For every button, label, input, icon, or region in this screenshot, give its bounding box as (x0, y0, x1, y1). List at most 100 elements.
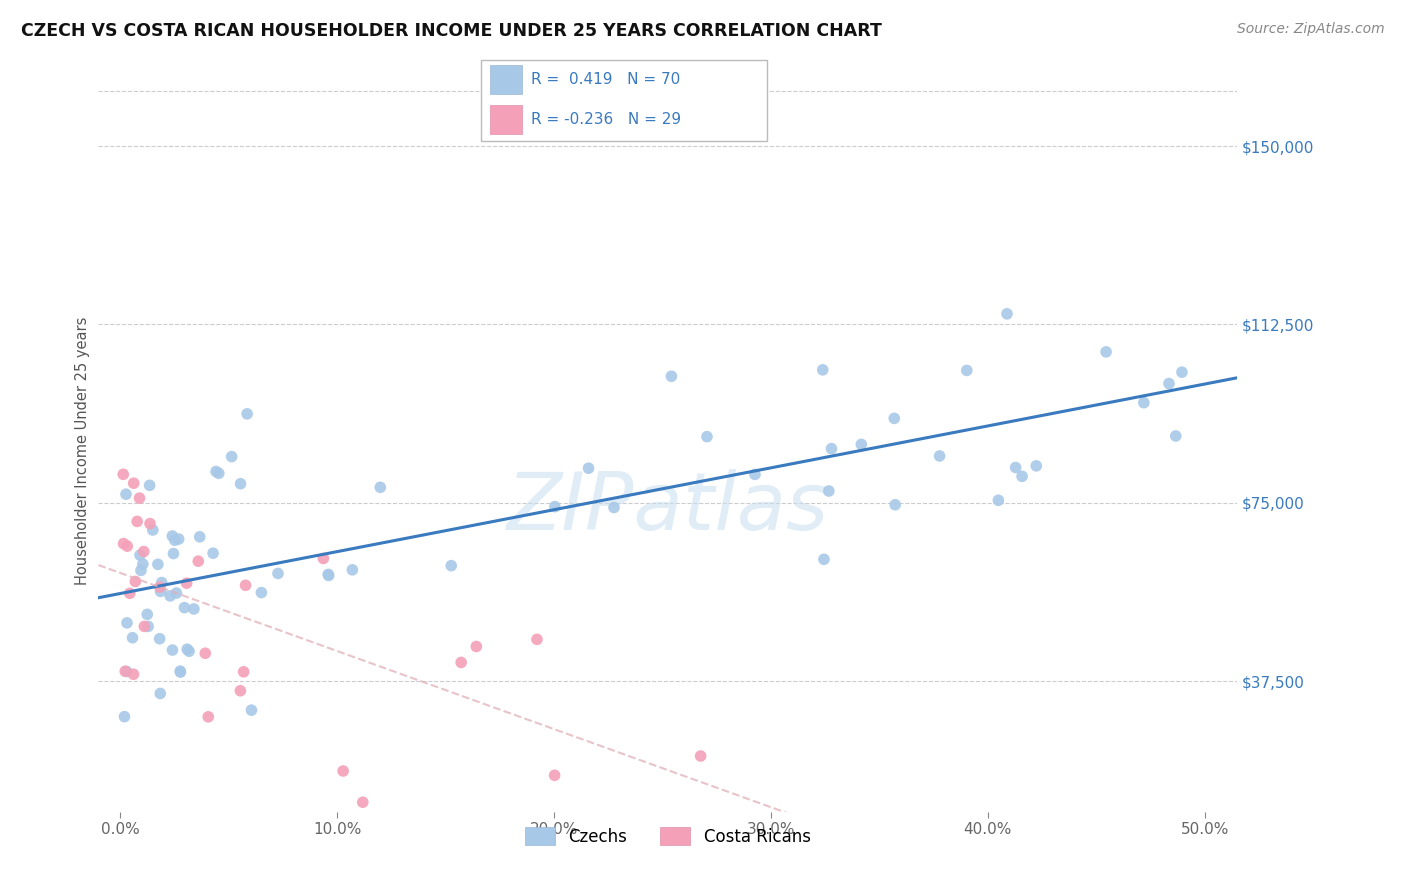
Point (342, 563, 364, 577)
Point (1133, 395, 1156, 409)
Point (603, 500, 626, 515)
Point (122, 667, 145, 681)
Point (544, 500, 567, 514)
Point (689, 749, 711, 764)
Point (136, 619, 159, 633)
Text: Source: ZipAtlas.com: Source: ZipAtlas.com (1237, 22, 1385, 37)
Point (149, 632, 172, 646)
Point (159, 589, 181, 603)
Point (221, 450, 243, 464)
Point (188, 530, 211, 544)
Text: ZIPatlas: ZIPatlas (506, 469, 830, 548)
Point (183, 602, 205, 616)
Point (122, 476, 145, 491)
Point (117, 539, 139, 553)
Point (267, 566, 290, 581)
Point (132, 557, 155, 571)
Point (956, 363, 979, 377)
Point (236, 407, 259, 421)
Point (150, 575, 173, 590)
FancyBboxPatch shape (481, 60, 768, 141)
Point (987, 493, 1010, 508)
Point (173, 600, 195, 615)
Point (817, 483, 839, 498)
Point (115, 487, 138, 501)
Point (112, 467, 135, 482)
Point (316, 567, 339, 582)
Point (129, 563, 152, 577)
Point (1011, 469, 1033, 483)
Point (124, 574, 146, 589)
Point (114, 664, 136, 678)
Point (744, 467, 766, 482)
Point (128, 491, 150, 505)
Point (440, 558, 463, 573)
Point (229, 476, 252, 491)
Text: CZECH VS COSTA RICAN HOUSEHOLDER INCOME UNDER 25 YEARS CORRELATION CHART: CZECH VS COSTA RICAN HOUSEHOLDER INCOME … (21, 22, 882, 40)
Point (149, 584, 172, 599)
Point (465, 640, 488, 654)
Point (883, 411, 905, 425)
Y-axis label: Householder Income Under 25 years: Householder Income Under 25 years (75, 317, 90, 584)
Text: R = -0.236   N = 29: R = -0.236 N = 29 (531, 112, 682, 128)
Point (115, 615, 138, 630)
Point (229, 683, 252, 698)
Point (179, 644, 201, 658)
Point (318, 568, 340, 582)
Point (139, 516, 162, 531)
Point (114, 709, 136, 723)
Point (250, 585, 273, 599)
Point (138, 478, 160, 492)
Point (167, 532, 190, 546)
Point (149, 580, 172, 594)
Text: R =  0.419   N = 70: R = 0.419 N = 70 (531, 71, 681, 87)
Point (142, 523, 165, 537)
Point (202, 546, 225, 560)
Point (136, 607, 159, 622)
Point (208, 467, 231, 481)
Point (312, 551, 335, 566)
Point (235, 578, 257, 592)
Point (1157, 376, 1180, 391)
Point (851, 437, 873, 451)
Point (162, 529, 184, 543)
Point (696, 430, 718, 444)
Point (884, 498, 907, 512)
FancyBboxPatch shape (489, 105, 523, 134)
Point (127, 515, 149, 529)
Point (450, 656, 472, 670)
Point (820, 442, 842, 456)
Legend: Czechs, Costa Ricans: Czechs, Costa Ricans (516, 819, 820, 854)
Point (176, 576, 198, 591)
FancyBboxPatch shape (489, 65, 523, 94)
Point (134, 619, 156, 633)
Point (146, 558, 169, 572)
Point (194, 646, 217, 660)
Point (1025, 458, 1047, 473)
Point (162, 643, 184, 657)
Point (543, 768, 565, 782)
Point (1004, 460, 1026, 475)
Point (118, 586, 141, 600)
Point (121, 631, 143, 645)
Point (169, 664, 191, 678)
Point (149, 686, 172, 700)
Point (995, 307, 1018, 321)
Point (165, 586, 187, 600)
Point (205, 465, 228, 479)
Point (176, 642, 198, 657)
Point (132, 544, 155, 558)
Point (811, 363, 834, 377)
Point (578, 461, 600, 475)
Point (115, 665, 138, 679)
Point (197, 710, 219, 724)
Point (661, 369, 683, 384)
Point (240, 703, 263, 717)
Point (1095, 345, 1118, 359)
Point (1164, 429, 1187, 443)
Point (162, 547, 184, 561)
Point (129, 548, 152, 562)
Point (169, 665, 191, 679)
Point (526, 632, 548, 647)
Point (352, 795, 374, 809)
